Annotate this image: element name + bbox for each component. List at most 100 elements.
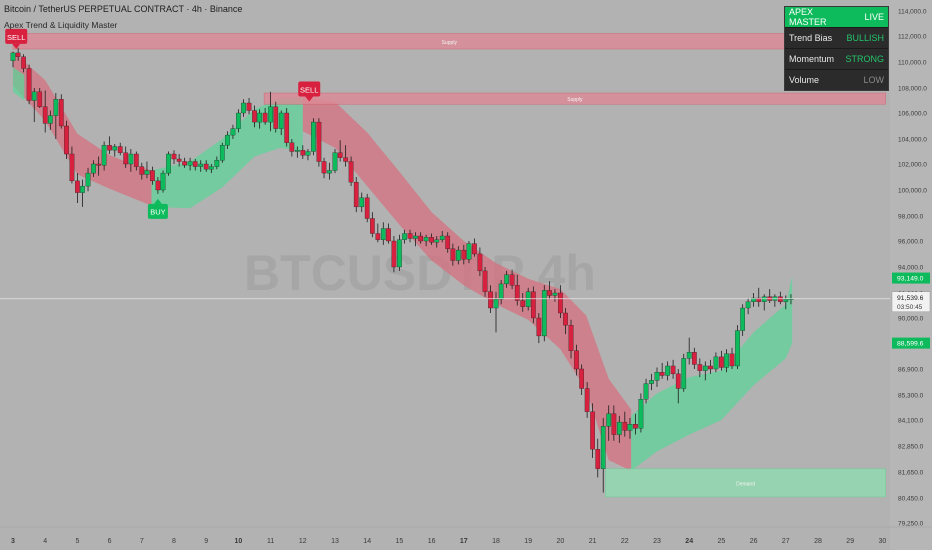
candle bbox=[182, 157, 187, 168]
panel-row-momentum: Momentum STRONG bbox=[785, 49, 888, 70]
bear-candle-body bbox=[321, 161, 327, 174]
price-tick-label: 94,000.0 bbox=[898, 265, 924, 272]
candle bbox=[219, 142, 225, 163]
candle bbox=[112, 144, 118, 157]
candle bbox=[101, 141, 107, 171]
candle bbox=[370, 212, 375, 238]
candle bbox=[375, 223, 381, 243]
time-tick-label: 17 bbox=[460, 538, 468, 545]
candle bbox=[353, 177, 359, 213]
time-tick-label: 30 bbox=[879, 538, 887, 545]
candle bbox=[558, 285, 563, 318]
candle bbox=[595, 438, 601, 478]
panel-title: APEX MASTER bbox=[789, 7, 827, 27]
bear-candle-body bbox=[171, 153, 177, 160]
candle bbox=[429, 233, 434, 245]
candle bbox=[273, 101, 279, 133]
candle bbox=[761, 294, 767, 311]
candle bbox=[321, 157, 327, 179]
candle bbox=[316, 118, 322, 167]
sell-signal: SELL bbox=[298, 81, 321, 102]
candle bbox=[386, 223, 391, 244]
candle bbox=[654, 367, 660, 387]
bear-candle-body bbox=[375, 233, 381, 240]
price-tick-label: 98,000.0 bbox=[898, 214, 924, 221]
bull-candle-body bbox=[257, 112, 263, 123]
candle bbox=[257, 109, 263, 129]
time-tick-label: 27 bbox=[782, 538, 790, 545]
candle bbox=[541, 285, 547, 342]
time-tick-label: 18 bbox=[492, 538, 500, 545]
bear-candle-body bbox=[252, 110, 257, 123]
candle bbox=[123, 146, 129, 168]
bull-candle-body bbox=[702, 365, 708, 371]
candle bbox=[579, 364, 585, 395]
candle bbox=[563, 308, 568, 335]
candle bbox=[278, 110, 284, 136]
bear-candle-body bbox=[246, 102, 252, 111]
bull-candle-body bbox=[332, 152, 338, 171]
bull-candle-body bbox=[616, 421, 622, 435]
indicator-title[interactable]: Apex Trend & Liquidity Master bbox=[4, 20, 118, 30]
bear-candle-body bbox=[633, 424, 638, 429]
candle bbox=[289, 139, 295, 157]
bear-candle-body bbox=[289, 142, 295, 152]
bull-candle-body bbox=[241, 102, 246, 114]
bull-candle-body bbox=[402, 233, 407, 240]
candle bbox=[10, 51, 16, 68]
bear-candle-body bbox=[353, 182, 359, 208]
bull-candle-body bbox=[236, 112, 241, 129]
bear-candle-body bbox=[182, 161, 187, 166]
bear-candle-body bbox=[155, 180, 161, 191]
bear-candle-body bbox=[203, 163, 209, 170]
supply-zone bbox=[263, 92, 886, 105]
candle bbox=[144, 161, 150, 179]
candle bbox=[241, 99, 246, 117]
bear-candle-body bbox=[337, 152, 343, 158]
candle bbox=[498, 280, 504, 305]
candle bbox=[397, 234, 402, 271]
price-tick-label: 84,100.0 bbox=[898, 418, 924, 425]
time-tick-label: 7 bbox=[140, 538, 144, 545]
time-tick-label: 20 bbox=[557, 538, 565, 545]
bull-candle-body bbox=[80, 185, 85, 193]
candle bbox=[670, 359, 676, 379]
bull-candle-body bbox=[600, 426, 606, 469]
bear-candle-body bbox=[756, 297, 762, 302]
bull-candle-body bbox=[504, 274, 509, 285]
candle bbox=[735, 325, 740, 369]
bull-candle-body bbox=[681, 358, 687, 389]
bull-candle-body bbox=[48, 115, 53, 124]
bear-candle-body bbox=[386, 228, 391, 242]
bull-candle-body bbox=[713, 356, 719, 370]
bear-candle-body bbox=[520, 300, 526, 307]
candle bbox=[681, 353, 687, 392]
bear-candle-body bbox=[407, 233, 413, 239]
bull-candle-body bbox=[740, 307, 746, 331]
bear-candle-body bbox=[262, 112, 268, 123]
bear-trend-band bbox=[302, 96, 632, 471]
candle bbox=[584, 382, 590, 418]
price-tick-label: 80,450.0 bbox=[898, 496, 924, 503]
candle bbox=[327, 162, 332, 180]
candle bbox=[311, 118, 316, 156]
candle bbox=[547, 281, 552, 300]
candle bbox=[466, 241, 472, 264]
candle bbox=[364, 193, 370, 223]
time-tick-label: 28 bbox=[814, 538, 822, 545]
bear-candle-body bbox=[418, 235, 424, 242]
symbol-title[interactable]: Bitcoin / TetherUS PERPETUAL CONTRACT · … bbox=[4, 4, 243, 14]
bull-candle-body bbox=[423, 237, 429, 242]
candle bbox=[300, 145, 306, 159]
panel-row-volume: Volume LOW bbox=[785, 70, 888, 90]
candle bbox=[26, 64, 32, 105]
bull-candle-body bbox=[294, 150, 300, 152]
bear-candle-body bbox=[595, 449, 601, 469]
candle bbox=[37, 88, 43, 108]
candle bbox=[380, 222, 386, 245]
bull-candle-body bbox=[166, 153, 171, 174]
candle bbox=[568, 319, 574, 359]
candle bbox=[343, 145, 348, 167]
demand-zone bbox=[605, 468, 886, 498]
